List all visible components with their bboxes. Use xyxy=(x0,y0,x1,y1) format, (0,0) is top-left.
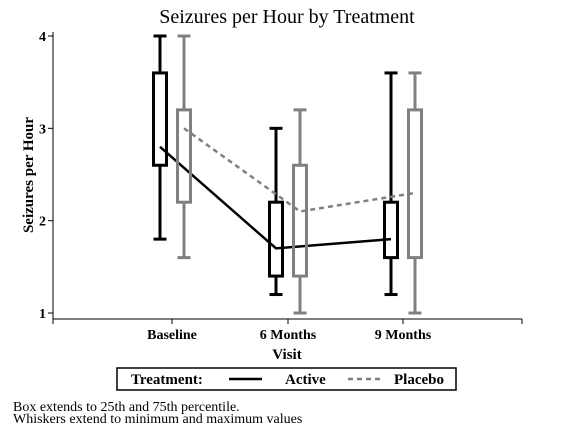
legend-label-active: Active xyxy=(285,372,326,388)
iqr-box xyxy=(176,108,192,204)
legend-title: Treatment: xyxy=(131,372,203,388)
iqr-box xyxy=(152,71,168,167)
legend-label-placebo: Placebo xyxy=(394,372,444,388)
iqr-box xyxy=(407,108,423,260)
box-plot xyxy=(176,34,192,260)
series-line xyxy=(183,127,416,213)
x-axis-label: Visit xyxy=(272,347,301,363)
series-active xyxy=(152,34,399,297)
y-tick-label: 3 xyxy=(39,122,46,137)
x-tick-label: 9 Months xyxy=(375,328,432,343)
y-tick-label: 2 xyxy=(39,215,46,230)
x-tick-label: Baseline xyxy=(147,328,197,343)
axes: 1 2 3 4 Baseline 6 Months 9 Months xyxy=(39,30,523,343)
chart-title: Seizures per Hour by Treatment xyxy=(159,6,415,28)
box-plot xyxy=(152,34,168,241)
box-plot xyxy=(292,108,308,315)
box-plot xyxy=(407,71,423,315)
y-tick-label: 4 xyxy=(39,30,46,45)
iqr-box xyxy=(268,200,284,278)
series-layer xyxy=(152,34,423,315)
y-tick-label: 1 xyxy=(39,307,46,322)
iqr-box xyxy=(292,163,308,278)
iqr-box xyxy=(383,200,399,260)
footnote-box: Box extends to 25th and 75th percentile. xyxy=(13,400,240,415)
legend-frame xyxy=(116,367,457,391)
box-plot xyxy=(268,126,284,297)
footnote-whiskers: Whiskers extend to minimum and maximum v… xyxy=(13,412,303,427)
series-line xyxy=(159,145,392,250)
x-tick-label: 6 Months xyxy=(260,328,317,343)
y-axis-label: Seizures per Hour xyxy=(21,117,37,233)
series-placebo xyxy=(176,34,423,315)
box-plot xyxy=(383,71,399,297)
legend: Treatment: Active Placebo xyxy=(116,367,457,391)
